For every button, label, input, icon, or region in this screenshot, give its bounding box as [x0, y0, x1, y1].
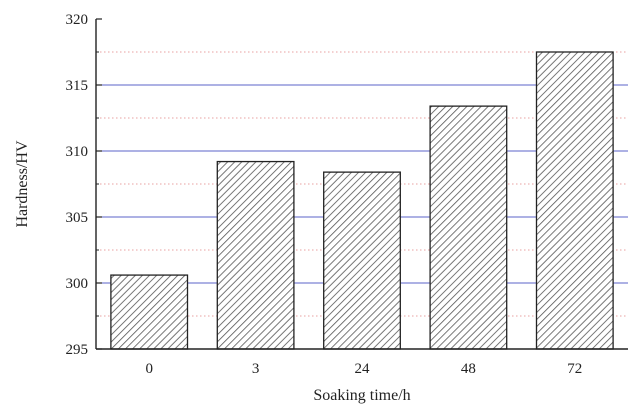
y-tick-label: 310 — [66, 144, 89, 160]
x-tick-label: 48 — [461, 361, 476, 377]
x-axis-title: Soaking time/h — [313, 387, 410, 404]
bar-24 — [323, 171, 401, 350]
x-tick-label: 0 — [145, 361, 153, 377]
y-axis-title: Hardness/HV — [14, 140, 31, 228]
tick-labels: 295 300 305 310 315 320 0 3 24 48 72 — [66, 12, 583, 377]
bar-3 — [216, 160, 295, 350]
y-tick-label: 320 — [66, 12, 89, 28]
bars — [110, 51, 614, 350]
bar-48 — [429, 105, 508, 350]
y-tick-label: 305 — [66, 210, 89, 226]
x-tick-label: 3 — [252, 361, 260, 377]
bar-72 — [535, 51, 614, 350]
y-tick-label: 295 — [66, 342, 89, 358]
x-tick-label: 72 — [567, 361, 582, 377]
y-tick-label: 315 — [66, 78, 89, 94]
x-tick-label: 24 — [355, 361, 371, 377]
y-tick-label: 300 — [66, 276, 89, 292]
axes — [95, 18, 628, 350]
bar-0 — [110, 274, 189, 350]
